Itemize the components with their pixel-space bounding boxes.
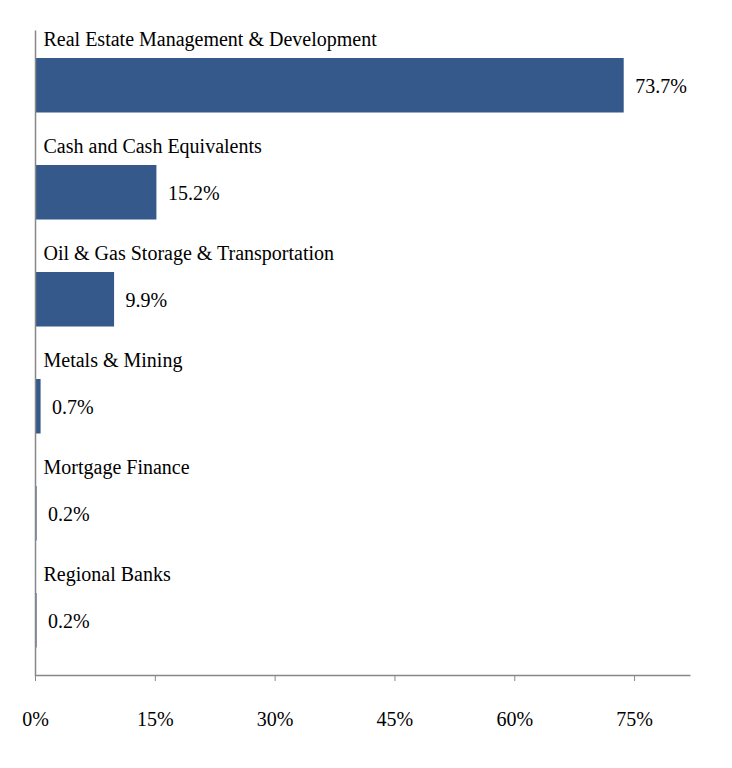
svg-text:Oil & Gas Storage & Transporta: Oil & Gas Storage & Transportation [44,242,335,265]
svg-text:Mortgage Finance: Mortgage Finance [44,456,190,479]
svg-text:0.2%: 0.2% [48,503,90,525]
svg-text:Regional Banks: Regional Banks [44,563,171,586]
svg-text:0.7%: 0.7% [52,396,94,418]
svg-text:Real Estate Management & Devel: Real Estate Management & Development [44,28,378,51]
svg-text:9.9%: 9.9% [126,289,168,311]
svg-text:30%: 30% [257,708,294,730]
svg-text:75%: 75% [616,708,653,730]
svg-text:Cash and Cash Equivalents: Cash and Cash Equivalents [44,135,263,158]
svg-text:15%: 15% [137,708,174,730]
svg-text:45%: 45% [377,708,414,730]
svg-text:0.2%: 0.2% [48,610,90,632]
svg-text:15.2%: 15.2% [168,182,220,204]
svg-text:73.7%: 73.7% [635,75,687,97]
svg-text:0%: 0% [22,708,49,730]
svg-text:60%: 60% [496,708,533,730]
svg-text:Metals & Mining: Metals & Mining [44,349,183,372]
